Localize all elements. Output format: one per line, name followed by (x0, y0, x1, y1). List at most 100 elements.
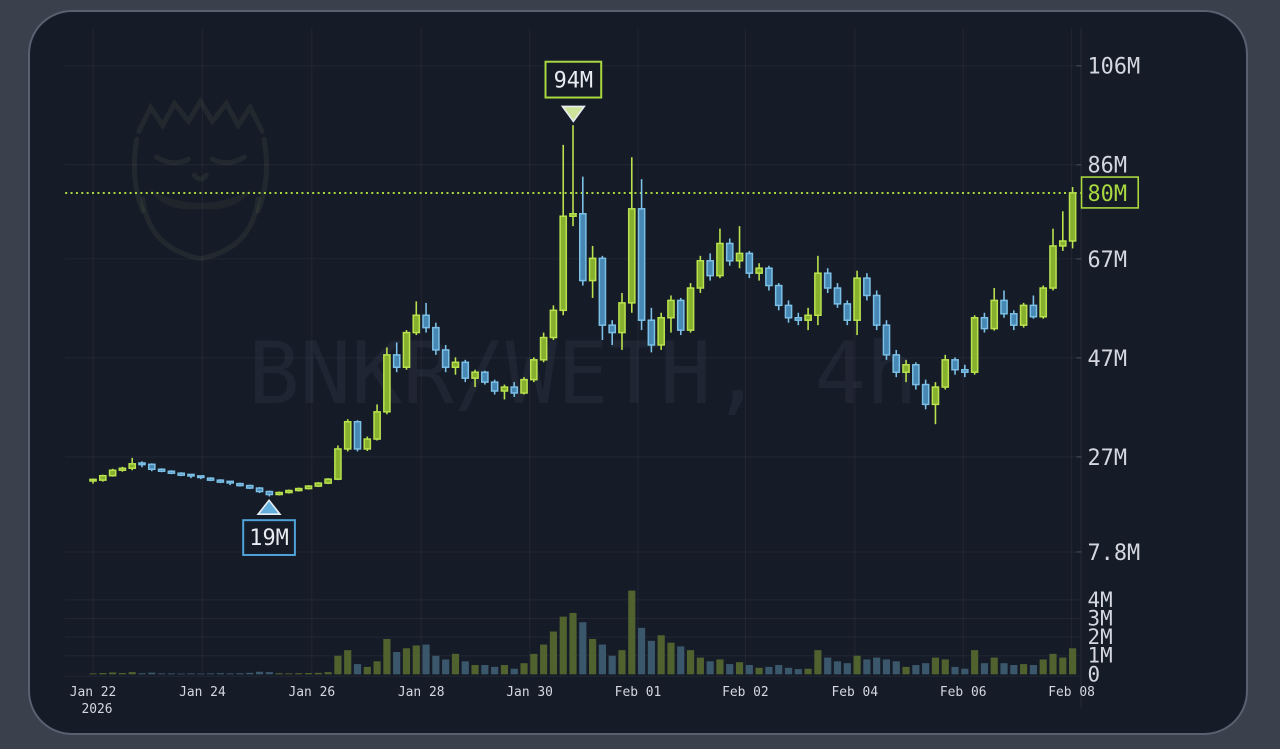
volume-bar (657, 635, 665, 675)
candle-down (432, 326, 440, 351)
volume-bar (99, 673, 107, 675)
volume-bar (961, 668, 969, 675)
candle-up (559, 215, 568, 312)
candle-up (304, 485, 313, 490)
candle-up (118, 467, 127, 471)
candle-up (696, 260, 705, 289)
volume-bar (833, 661, 842, 675)
volume-bar (158, 673, 166, 675)
candle-down (578, 213, 587, 282)
volume-bar (246, 672, 254, 675)
volume-pane[interactable] (89, 590, 1077, 675)
volume-bar (442, 659, 450, 675)
watermark-logo (131, 96, 269, 262)
volume-bar (353, 664, 362, 675)
time-tick-year-label: 2026 (81, 702, 112, 717)
volume-bar (491, 666, 499, 675)
candle-down (892, 354, 901, 373)
candle-up (520, 378, 528, 394)
volume-tick-label: 3M (1088, 606, 1113, 630)
volume-bar (716, 659, 724, 675)
candle-down (157, 468, 166, 472)
candle-down (843, 303, 852, 321)
chart-window: BNKR/WETH, 4h 94M 19M 106M 86M 67M 47M 27M 7.… (28, 10, 1248, 735)
volume-bar (912, 665, 920, 675)
time-tick-label: Jan 22 (70, 685, 117, 700)
volume-bar (549, 631, 557, 675)
candle-up (324, 478, 332, 484)
time-tick-label: Feb 06 (940, 685, 987, 700)
candle-down (245, 484, 254, 489)
candle-down (226, 480, 234, 484)
volume-bar (187, 673, 195, 675)
volume-bar (344, 650, 352, 675)
volume-bar (471, 665, 479, 675)
candle-up (89, 478, 97, 482)
candle-down (872, 294, 881, 326)
candle-up (1049, 245, 1057, 289)
time-axis[interactable]: Jan 22 2026 Jan 24 Jan 26 Jan 28 Jan 30 Feb 01… (70, 685, 1095, 717)
time-tick-label: Feb 02 (722, 685, 769, 700)
candle-down (725, 242, 734, 262)
volume-bar (520, 663, 528, 675)
candle-down (481, 371, 489, 383)
time-tick-label: Jan 30 (506, 685, 553, 700)
volume-bar (971, 650, 979, 675)
volume-bar (853, 655, 861, 675)
price-tick-label: 106M (1088, 55, 1141, 80)
volume-tick-label: 2M (1088, 625, 1113, 649)
price-pane[interactable] (89, 125, 1077, 497)
volume-bar (882, 659, 891, 675)
volume-bar (990, 657, 998, 675)
volume-bar (1069, 648, 1077, 675)
candle-down (882, 324, 891, 356)
candle-up (755, 267, 763, 274)
candlestick-chart-canvas[interactable]: BNKR/WETH, 4h 94M 19M 106M 86M 67M 47M 27M 7.… (30, 12, 1246, 733)
volume-bar (1000, 663, 1008, 675)
candle-up (618, 302, 626, 334)
volume-bar (422, 644, 430, 675)
volume-bar (383, 638, 391, 675)
volume-bar (510, 668, 518, 675)
candle-down (961, 368, 969, 373)
volume-bar (1029, 665, 1037, 675)
candle-down (823, 272, 832, 289)
volume-bar (726, 664, 734, 675)
volume-bar (304, 673, 313, 675)
candle-down (774, 284, 783, 307)
candle-down (706, 260, 714, 277)
volume-bar (138, 673, 146, 675)
volume-bar (706, 661, 714, 675)
high-marker-arrow-icon (560, 105, 586, 123)
candle-down (598, 257, 607, 326)
volume-bar (412, 645, 420, 675)
price-axis[interactable]: 106M 86M 67M 47M 27M 7.8M (1076, 55, 1141, 566)
logo-head-left (131, 136, 146, 214)
volume-bar (863, 659, 871, 675)
volume-bar (628, 590, 636, 675)
volume-bar (1049, 653, 1057, 675)
logo-head-right (255, 136, 269, 214)
candle-down (461, 361, 470, 379)
volume-bar (500, 665, 509, 675)
candle-up (108, 469, 117, 477)
candle-up (402, 331, 411, 368)
candle-up (588, 257, 597, 282)
high-marker: 94M (544, 60, 603, 123)
watermark-symbol-text: BNKR/WETH, 4h (248, 325, 917, 424)
volume-bar (314, 672, 322, 675)
volume-bar (265, 672, 273, 675)
volume-bar (755, 667, 763, 675)
volume-bar (197, 673, 205, 675)
candle-up (667, 299, 675, 319)
candle-up (990, 299, 999, 330)
volume-bar (980, 663, 989, 675)
volume-bar (696, 657, 704, 675)
high-marker-box (544, 60, 603, 99)
volume-bar (559, 616, 567, 675)
candle-down (187, 473, 195, 477)
candle-down (147, 463, 156, 470)
logo-eye-right (209, 154, 247, 166)
volume-bar (618, 650, 626, 675)
